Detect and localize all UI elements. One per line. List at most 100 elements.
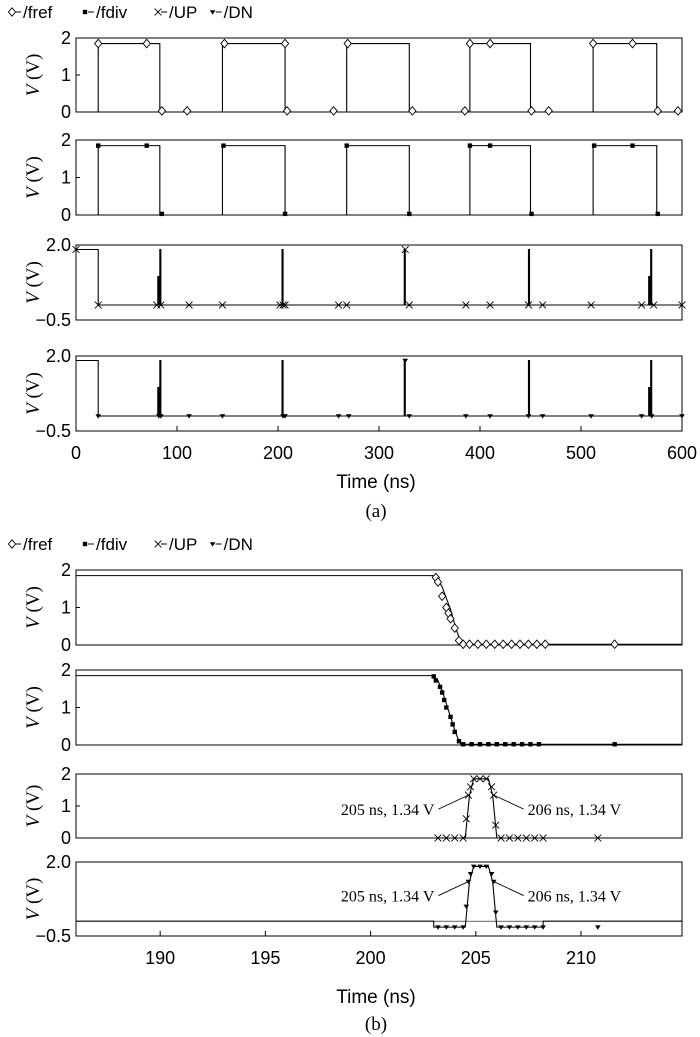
y-tick-label: −0.5 (35, 926, 71, 946)
data-point (482, 639, 491, 650)
annotation-label: 206 ns, 1.34 V (528, 889, 622, 906)
data-point (486, 742, 491, 747)
legend-label: /UP (169, 535, 197, 554)
panel-fref: 0 1 2 V (V) (23, 560, 683, 655)
data-point (541, 639, 550, 650)
data-point (503, 742, 508, 747)
data-point (460, 742, 466, 747)
y-tick-label: 1 (61, 65, 71, 85)
data-point (532, 639, 542, 650)
data-point (469, 742, 474, 747)
panel-frame (75, 37, 683, 113)
data-point (515, 639, 525, 650)
data-point (282, 211, 288, 217)
panel-frame (75, 244, 683, 321)
data-point (463, 414, 469, 419)
legend-marker (7, 539, 17, 549)
legend-label: /fdiv (96, 535, 128, 554)
data-point (490, 639, 499, 650)
data-point (335, 414, 342, 419)
data-point (519, 742, 525, 747)
x-tick-label: 400 (465, 443, 495, 463)
y-tick-label: 2.0 (46, 852, 71, 872)
x-tick-label: 100 (162, 443, 192, 463)
data-point (465, 38, 475, 49)
data-point (531, 925, 538, 930)
y-axis-label: V (V) (23, 686, 44, 729)
data-point (450, 623, 459, 634)
data-point (72, 245, 80, 254)
data-point (525, 414, 532, 419)
data-point (401, 245, 409, 254)
data-point (473, 639, 483, 650)
data-point (679, 414, 685, 419)
data-point (433, 577, 443, 587)
y-axis-label: V (V) (23, 372, 44, 415)
data-point (406, 414, 413, 419)
y-tick-label: 0 (61, 102, 71, 122)
y-axis-label-symbol: V (23, 813, 44, 827)
data-point (282, 414, 288, 419)
data-point (218, 301, 227, 309)
y-axis-label: V (V) (23, 261, 44, 304)
data-point (458, 639, 468, 650)
data-point (498, 639, 508, 650)
series-line-fdiv (76, 675, 682, 745)
series-line-UP (76, 248, 682, 306)
data-point (343, 38, 352, 49)
y-axis-label: V (V) (23, 156, 44, 199)
legend-label: /fref (23, 535, 53, 554)
y-tick-label: 0 (61, 635, 71, 655)
data-point (452, 729, 457, 735)
data-point (94, 38, 103, 49)
data-point (485, 38, 495, 49)
data-point (467, 143, 473, 148)
legend: /fref/fdiv/UP/DN (7, 535, 253, 554)
data-point (544, 105, 553, 116)
legend: /fref/fdiv/UP/DN (7, 3, 253, 22)
data-point (466, 783, 475, 791)
series-line-fdiv (76, 145, 682, 216)
y-axis-label: V (V) (23, 586, 44, 629)
data-point (463, 904, 470, 909)
data-point (528, 742, 533, 747)
data-point (446, 613, 455, 624)
data-point (489, 791, 498, 799)
data-point (142, 38, 151, 49)
y-axis-label-unit: (V) (23, 785, 44, 816)
x-tick-label: 190 (145, 948, 175, 968)
y-axis-label-symbol: V (23, 615, 44, 629)
series-line-fref (76, 575, 682, 645)
data-point (435, 925, 441, 930)
panel-UP: −0.52.0V (V) (23, 235, 686, 330)
data-point (462, 301, 470, 309)
y-axis-label-symbol: V (23, 185, 44, 199)
data-point (279, 301, 287, 309)
y-axis-label-unit: (V) (23, 156, 44, 187)
x-tick-label: 600 (667, 443, 697, 463)
data-point (595, 925, 601, 930)
data-point (494, 742, 500, 747)
data-point (334, 301, 343, 309)
legend-marker (82, 541, 88, 547)
data-point (95, 414, 102, 419)
data-point (483, 864, 490, 870)
legend-marker (7, 7, 17, 17)
data-point (186, 414, 192, 419)
data-point (628, 38, 637, 49)
data-point (477, 742, 483, 747)
y-tick-label: 2.0 (46, 235, 71, 255)
series-line-UP (76, 778, 682, 839)
data-point (433, 678, 439, 683)
x-tick-label: 300 (364, 443, 394, 463)
data-point (344, 143, 349, 148)
data-point (407, 211, 412, 217)
y-tick-label: 0 (61, 735, 71, 755)
legend-marker (82, 9, 88, 15)
data-point (594, 834, 602, 842)
x-tick-label: 210 (566, 948, 596, 968)
data-point (434, 834, 442, 842)
y-tick-label: 0 (61, 828, 71, 848)
data-point (497, 834, 505, 842)
